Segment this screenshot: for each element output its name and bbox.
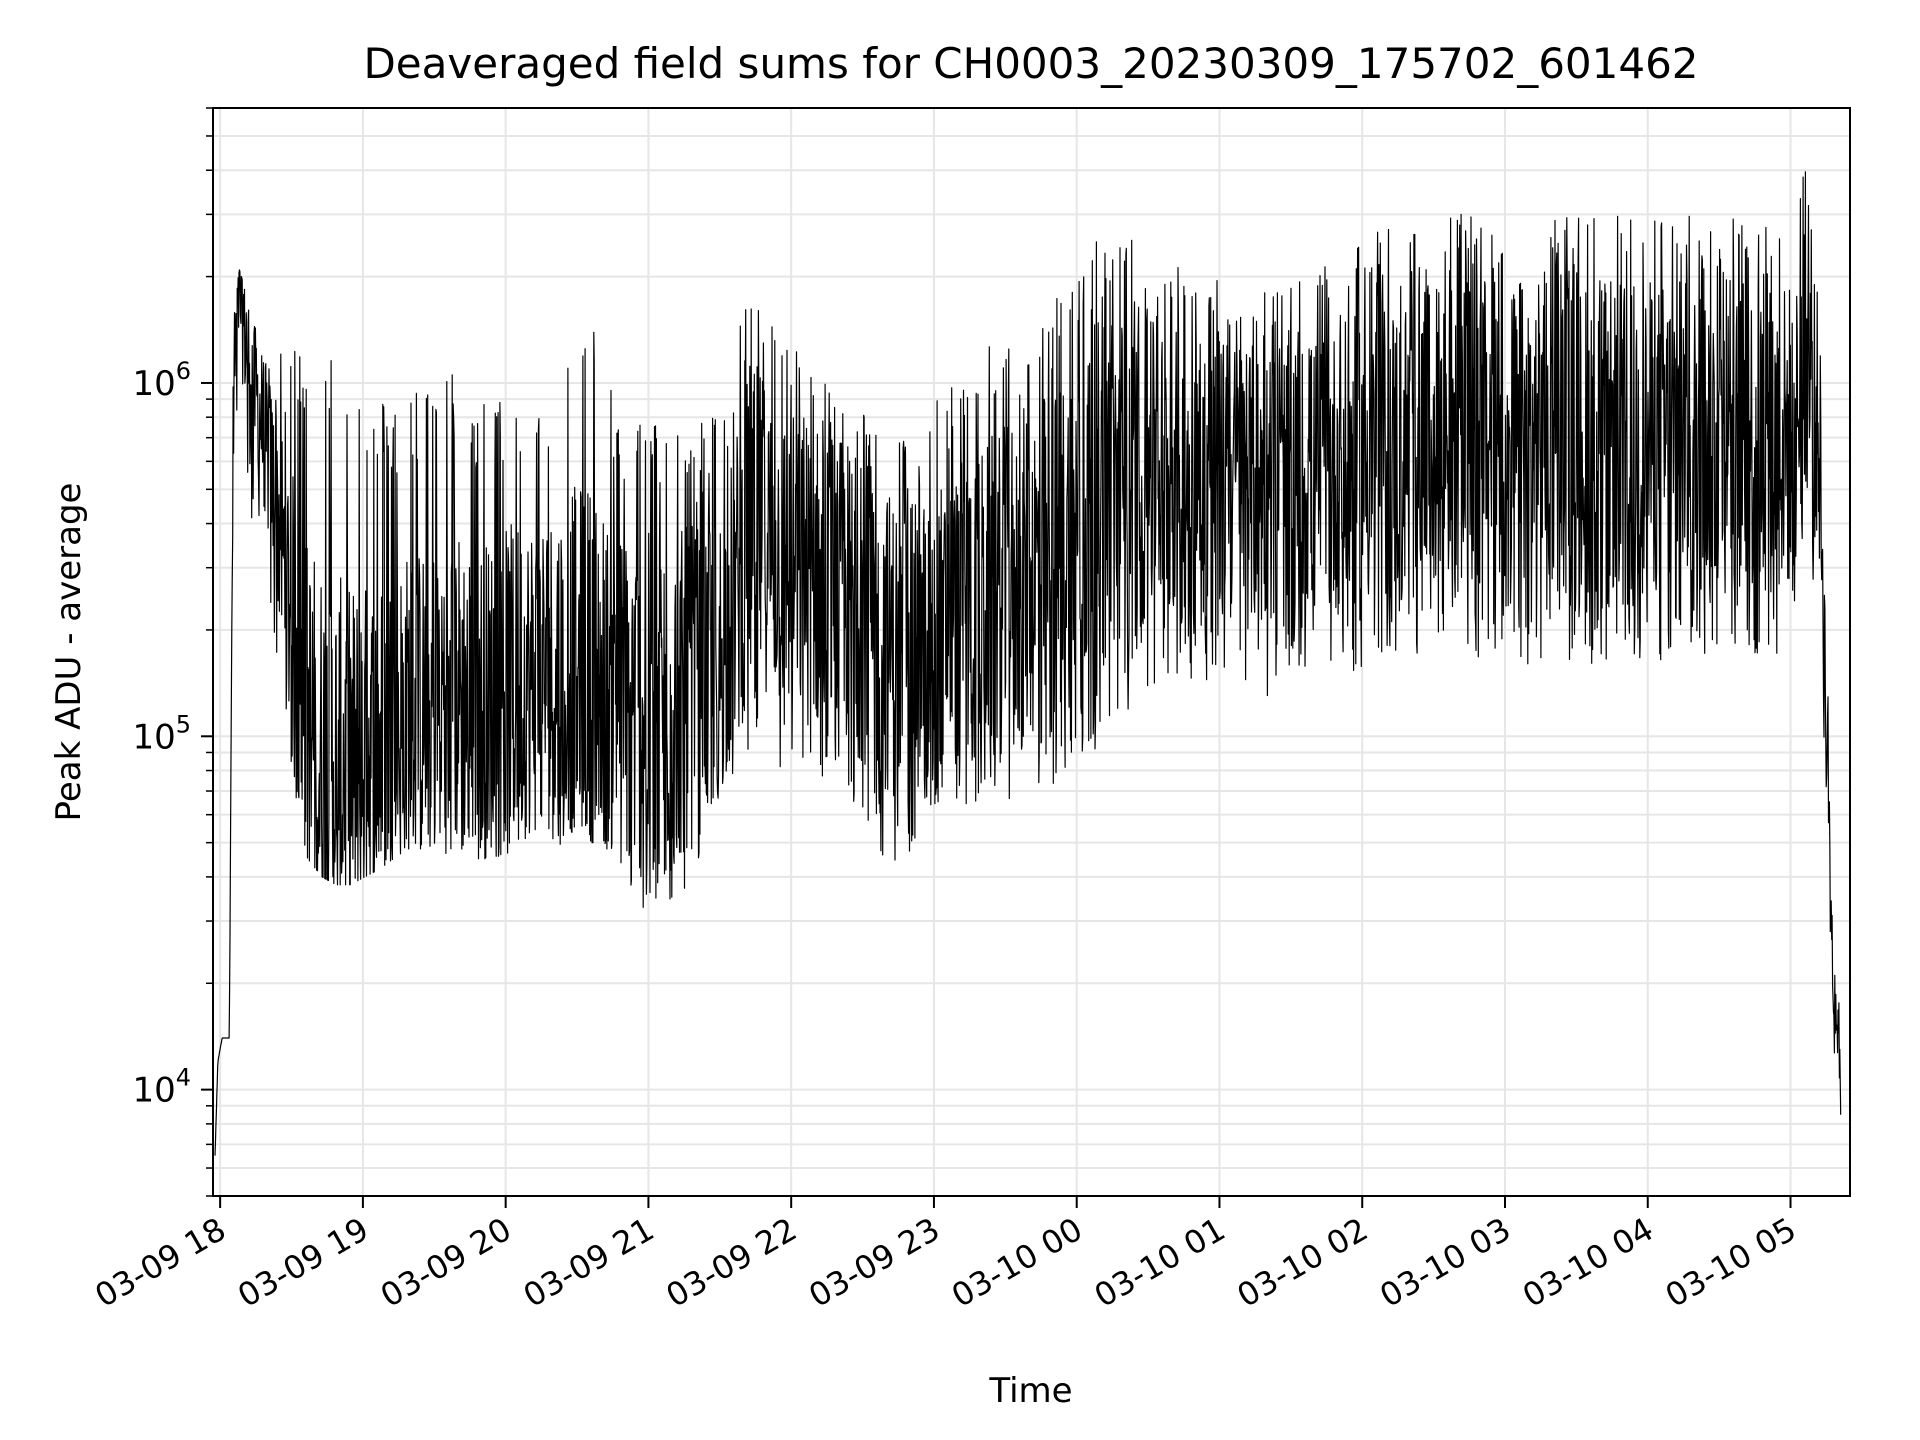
series-layer	[214, 171, 1842, 1156]
y-axis-label: Peak ADU - average	[49, 483, 89, 822]
y-tick-label: 106	[132, 357, 191, 404]
y-tick-base: 10	[132, 717, 175, 757]
y-tick-exponent: 6	[176, 357, 191, 385]
y-tick-label: 104	[132, 1064, 191, 1111]
series-line	[214, 171, 1842, 1156]
chart-title: Deaveraged field sums for CH0003_2023030…	[363, 39, 1698, 88]
x-axis-label: Time	[988, 1371, 1072, 1411]
y-tick-exponent: 4	[176, 1064, 191, 1092]
y-tick-base: 10	[132, 364, 175, 404]
plot-frame	[212, 107, 1851, 1197]
y-tick-label: 105	[132, 710, 191, 757]
y-tick-base: 10	[132, 1071, 175, 1111]
y-tick-exponent: 5	[176, 710, 191, 738]
